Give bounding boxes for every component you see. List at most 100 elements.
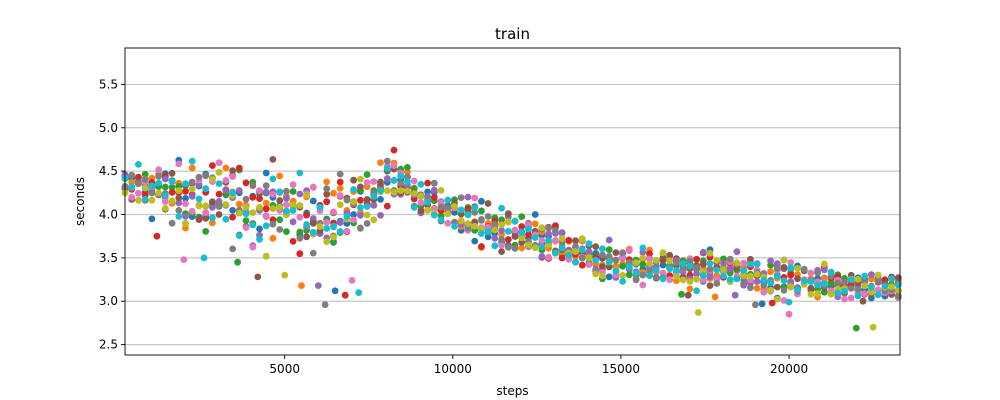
data-point [370, 193, 378, 200]
data-point [202, 202, 210, 210]
data-point [276, 203, 284, 211]
data-point [874, 286, 882, 294]
data-point [861, 282, 869, 290]
data-point [592, 243, 600, 251]
data-point [525, 241, 532, 249]
data-point [336, 219, 344, 227]
data-point [733, 248, 741, 256]
data-point [605, 273, 613, 281]
data-point [834, 289, 842, 297]
data-point [478, 243, 485, 250]
data-point [625, 271, 633, 279]
data-point [753, 278, 761, 285]
data-point [498, 221, 505, 229]
data-point [276, 226, 284, 233]
data-point [659, 269, 667, 277]
data-point [303, 233, 310, 241]
data-point [330, 233, 337, 241]
data-point [222, 164, 230, 172]
data-point [168, 183, 176, 191]
data-point [141, 175, 149, 183]
data-point [612, 249, 620, 256]
data-point [699, 276, 707, 284]
data-point [531, 211, 539, 218]
data-point [827, 280, 835, 287]
data-point [330, 189, 337, 197]
data-point [760, 288, 768, 296]
data-point [673, 267, 680, 274]
data-point [504, 210, 512, 218]
data-point [814, 281, 821, 289]
data-point [390, 146, 398, 154]
data-point [404, 187, 411, 195]
data-point [820, 288, 828, 296]
data-point [444, 219, 452, 227]
data-point [498, 227, 505, 234]
data-point [552, 249, 559, 257]
data-point [525, 225, 532, 233]
data-point [673, 259, 680, 267]
data-point [444, 196, 452, 204]
data-point [605, 258, 613, 266]
data-point [357, 212, 364, 219]
data-point [464, 211, 472, 219]
data-point [229, 189, 237, 197]
data-point [731, 291, 739, 299]
x-tick-label: 5000 [269, 362, 300, 376]
data-point [753, 284, 761, 292]
data-point [222, 187, 230, 194]
data-point [780, 286, 788, 294]
y-axis-label: seconds [73, 177, 87, 226]
data-point [652, 257, 660, 264]
data-point [161, 205, 169, 212]
data-point [128, 193, 136, 201]
data-point [336, 178, 344, 186]
data-point [168, 188, 176, 196]
data-point [572, 237, 579, 245]
data-point [188, 207, 196, 215]
data-point [377, 212, 384, 219]
data-point [161, 192, 169, 200]
data-point [852, 324, 860, 332]
data-point [141, 196, 149, 203]
data-point [215, 190, 223, 198]
data-point [706, 260, 714, 267]
data-point [303, 221, 310, 228]
data-point [269, 175, 277, 183]
data-point [504, 236, 512, 243]
data-point [148, 196, 156, 204]
data-point [646, 250, 653, 258]
data-point [484, 228, 492, 235]
data-point [350, 216, 357, 224]
data-point [309, 219, 317, 227]
data-point [827, 290, 835, 298]
data-point [767, 268, 774, 276]
data-point [397, 187, 405, 195]
data-point [625, 263, 633, 271]
data-point [175, 194, 183, 202]
data-point [720, 272, 727, 280]
y-tick-label: 5.0 [99, 121, 118, 135]
data-point [242, 224, 250, 231]
data-point [706, 249, 714, 257]
data-point [209, 214, 216, 222]
data-point [854, 286, 862, 293]
data-point [773, 295, 781, 303]
data-point [175, 199, 183, 207]
data-point [599, 263, 606, 271]
data-point [820, 266, 828, 274]
data-point [249, 221, 257, 229]
y-tick-label: 3.0 [99, 294, 118, 308]
data-point [404, 173, 411, 181]
data-point [800, 277, 808, 285]
data-point [773, 260, 781, 268]
data-point [314, 282, 322, 289]
data-point [256, 195, 263, 203]
data-point [767, 279, 774, 286]
data-point [841, 278, 848, 285]
data-point [693, 264, 700, 272]
data-point [202, 228, 210, 235]
data-point [538, 237, 546, 244]
data-point [235, 187, 243, 194]
data-point [175, 207, 183, 214]
